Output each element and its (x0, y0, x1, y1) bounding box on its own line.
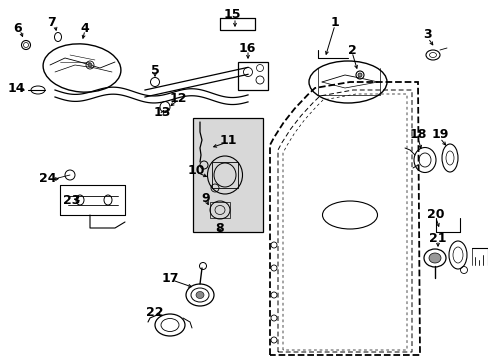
Text: 22: 22 (146, 306, 163, 319)
Ellipse shape (428, 253, 440, 263)
Bar (193, 118, 263, 232)
Text: 14: 14 (7, 81, 25, 94)
Ellipse shape (357, 73, 361, 77)
Text: 20: 20 (427, 208, 444, 221)
Text: 19: 19 (430, 129, 448, 141)
Bar (209, 202, 229, 218)
Text: 18: 18 (408, 129, 426, 141)
Text: 9: 9 (201, 192, 210, 204)
Text: 15: 15 (223, 9, 240, 22)
Text: 24: 24 (39, 171, 57, 184)
Text: 7: 7 (47, 15, 56, 28)
Ellipse shape (196, 292, 203, 298)
Ellipse shape (88, 63, 92, 67)
Text: 5: 5 (150, 63, 159, 77)
Text: 12: 12 (169, 91, 186, 104)
Text: 4: 4 (81, 22, 89, 35)
Text: 21: 21 (428, 231, 446, 244)
Text: 11: 11 (219, 134, 236, 147)
Text: 2: 2 (347, 44, 356, 57)
Text: 8: 8 (215, 221, 224, 234)
Text: 17: 17 (161, 271, 179, 284)
Text: 23: 23 (63, 194, 81, 207)
Text: 13: 13 (153, 105, 170, 118)
Bar (238, 62, 267, 90)
Bar (212, 162, 238, 188)
Text: 1: 1 (330, 15, 339, 28)
Text: 10: 10 (187, 163, 204, 176)
Text: 6: 6 (14, 22, 22, 35)
Text: 16: 16 (238, 41, 255, 54)
Text: 3: 3 (423, 28, 431, 41)
